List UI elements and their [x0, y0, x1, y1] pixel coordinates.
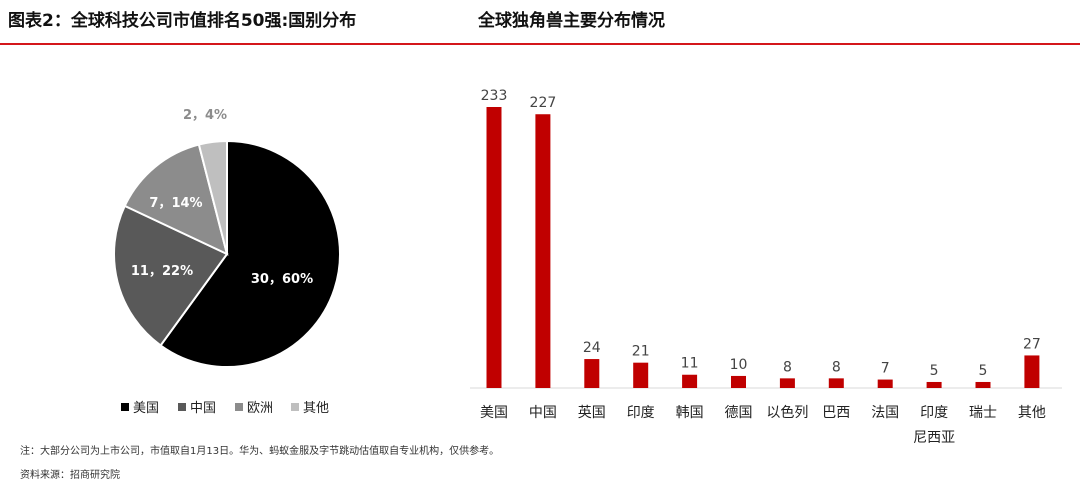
source-note: 资料来源：招商研究院 — [20, 470, 120, 481]
pie-slice — [123, 143, 229, 256]
bar-value-label: 24 — [583, 340, 601, 356]
footnote: 注：大部分公司为上市公司，市值取自1月13日。华为、蚂蚁金服及字节跳动估值取自专… — [20, 446, 500, 457]
legend-swatch — [121, 403, 129, 411]
bar — [682, 374, 698, 388]
bar-value-label: 227 — [530, 95, 557, 111]
bar — [731, 375, 746, 388]
category-label: 德国 — [725, 405, 753, 421]
bar-value-label: 21 — [632, 344, 650, 360]
bar — [486, 107, 502, 388]
bar-value-label: 8 — [832, 359, 841, 375]
category-label: 其他 — [1018, 405, 1046, 421]
bar — [828, 378, 844, 388]
chart-title-left: 图表2：全球科技公司市值排名50强:国别分布 — [8, 11, 357, 31]
pie-slice — [197, 139, 228, 255]
pie-slice-label: 11，22% — [131, 264, 193, 279]
bar — [535, 114, 551, 388]
legend-label: 欧洲 — [247, 401, 273, 416]
bar — [779, 378, 795, 388]
pie-slice-label: 30，60% — [251, 272, 313, 287]
bar-value-label: 7 — [881, 361, 890, 377]
category-label: 印度 — [627, 405, 655, 421]
bar — [926, 381, 942, 388]
pie-slice — [159, 139, 341, 368]
bar-value-label: 27 — [1023, 336, 1041, 352]
bar-value-label: 5 — [979, 363, 988, 379]
bar — [975, 381, 991, 388]
category-label: 瑞士 — [969, 405, 997, 421]
chart-title-right: 全球独角兽主要分布情况 — [478, 11, 665, 31]
legend-swatch — [291, 403, 299, 411]
category-label: 以色列 — [766, 404, 808, 421]
legend-swatch — [235, 403, 243, 411]
bar — [1024, 355, 1040, 388]
category-label: 中国 — [529, 405, 557, 421]
category-label: 法国 — [871, 405, 899, 421]
bar-value-label: 233 — [481, 88, 508, 104]
category-label: 韩国 — [676, 405, 704, 421]
bar — [877, 379, 893, 388]
category-label: 巴西 — [822, 405, 850, 421]
legend-label: 中国 — [190, 401, 216, 416]
legend-swatch — [178, 403, 186, 411]
category-label: 印度 — [920, 405, 948, 421]
category-label: 英国 — [578, 404, 606, 421]
bar-value-label: 11 — [681, 356, 699, 372]
title-divider — [0, 43, 1080, 45]
category-label: 尼西亚 — [913, 430, 955, 446]
legend-label: 美国 — [133, 401, 159, 416]
category-label: 美国 — [480, 405, 508, 421]
bar-value-label: 8 — [783, 359, 792, 375]
bar — [633, 362, 649, 388]
pie-slice-label: 2，4% — [183, 108, 227, 123]
bar-value-label: 10 — [730, 357, 748, 373]
bar — [584, 359, 600, 388]
pie-slice-label: 7，14% — [149, 196, 202, 211]
legend-label: 其他 — [303, 401, 329, 416]
bar-value-label: 5 — [930, 363, 939, 379]
